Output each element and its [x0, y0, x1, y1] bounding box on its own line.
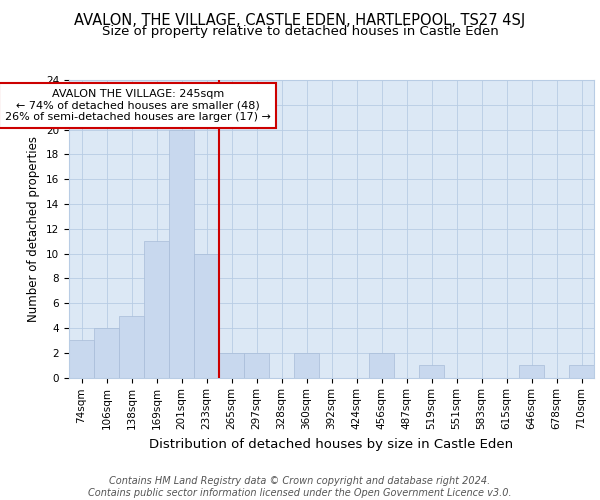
- Text: AVALON THE VILLAGE: 245sqm
← 74% of detached houses are smaller (48)
26% of semi: AVALON THE VILLAGE: 245sqm ← 74% of deta…: [5, 89, 271, 122]
- Bar: [94, 328, 119, 378]
- Bar: [144, 241, 169, 378]
- Bar: [519, 365, 544, 378]
- Bar: [194, 254, 219, 378]
- Y-axis label: Number of detached properties: Number of detached properties: [28, 136, 40, 322]
- Bar: [119, 316, 144, 378]
- X-axis label: Distribution of detached houses by size in Castle Eden: Distribution of detached houses by size …: [149, 438, 514, 450]
- Bar: [569, 365, 594, 378]
- Bar: [219, 352, 244, 378]
- Bar: [244, 352, 269, 378]
- Text: Size of property relative to detached houses in Castle Eden: Size of property relative to detached ho…: [101, 25, 499, 38]
- Bar: [294, 352, 319, 378]
- Bar: [369, 352, 394, 378]
- Text: AVALON, THE VILLAGE, CASTLE EDEN, HARTLEPOOL, TS27 4SJ: AVALON, THE VILLAGE, CASTLE EDEN, HARTLE…: [74, 12, 526, 28]
- Bar: [169, 130, 194, 378]
- Text: Contains HM Land Registry data © Crown copyright and database right 2024.
Contai: Contains HM Land Registry data © Crown c…: [88, 476, 512, 498]
- Bar: [69, 340, 94, 378]
- Bar: [419, 365, 444, 378]
